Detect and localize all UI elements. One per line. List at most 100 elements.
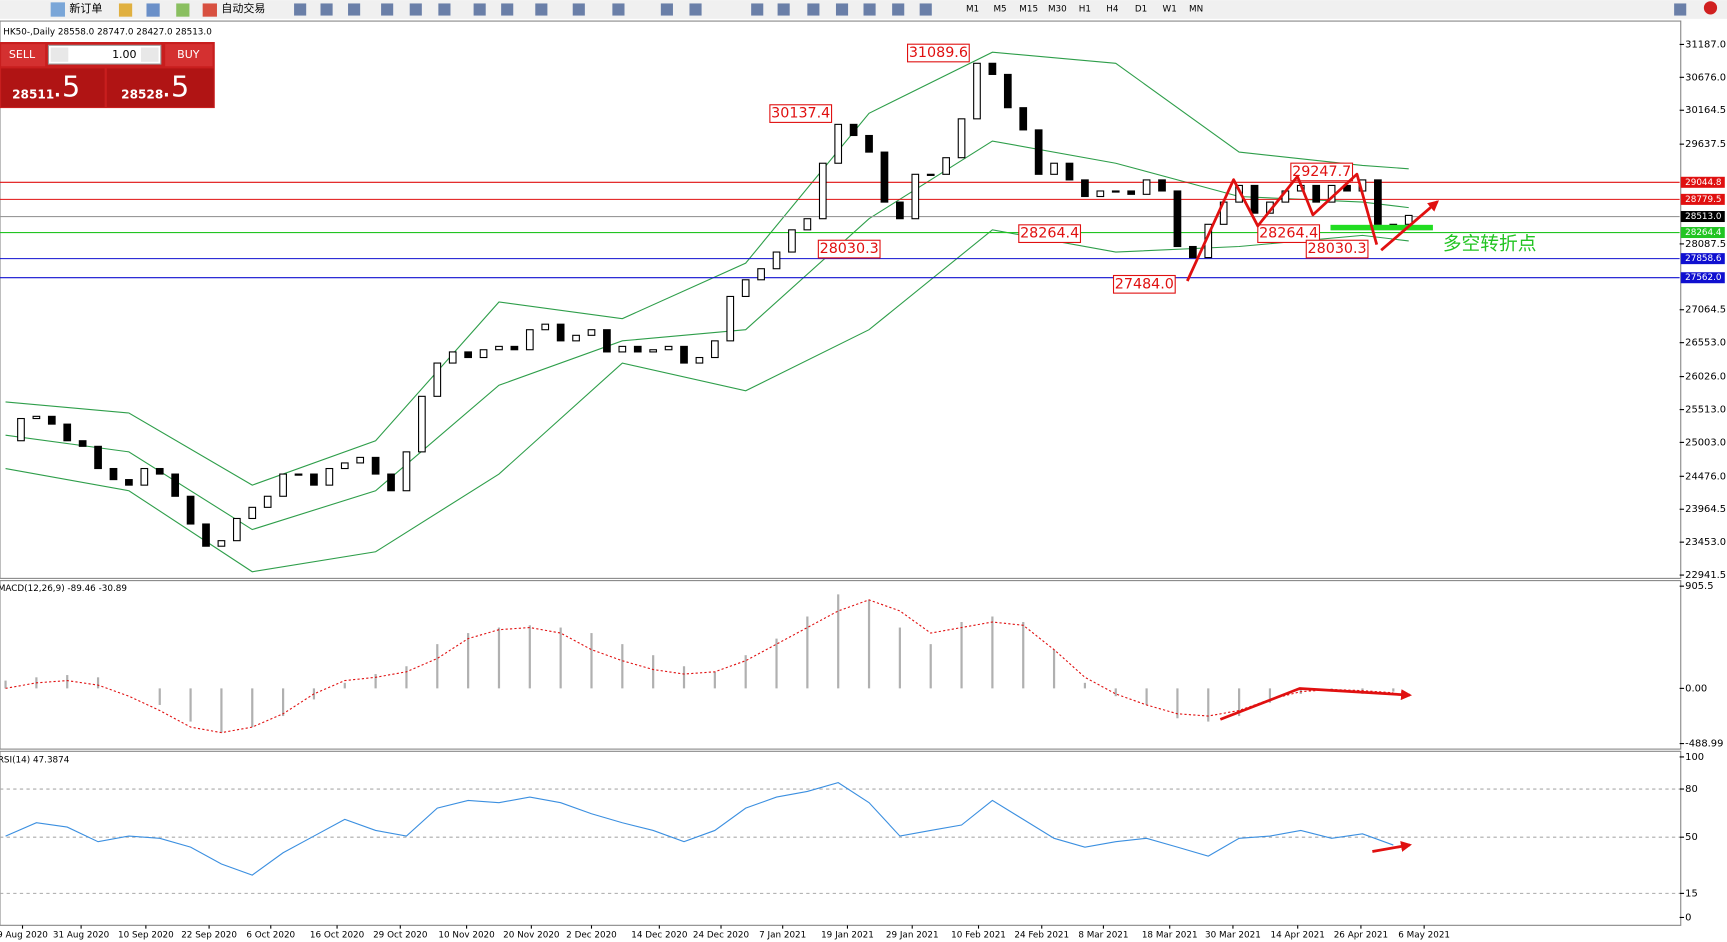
candle-body <box>695 356 704 364</box>
buy-price[interactable]: 28528 <box>121 87 163 101</box>
sell-button[interactable] <box>1 44 46 67</box>
candle-body <box>710 340 719 359</box>
x-tick-label: 8 Mar 2021 <box>1078 931 1128 941</box>
icon[interactable] <box>176 3 190 17</box>
timeframe-button[interactable]: M5 <box>993 4 1006 14</box>
new-order-button[interactable]: 新订单 <box>69 1 102 15</box>
icon[interactable] <box>320 3 333 16</box>
price-level-label: 29044.8 <box>1685 178 1721 188</box>
x-tick-label: 20 Nov 2020 <box>503 931 560 941</box>
timeframe-button[interactable]: M15 <box>1019 4 1038 14</box>
candle-body <box>109 467 118 481</box>
x-tick-label: 2 Dec 2020 <box>566 931 617 941</box>
y-tick-label: 25003.0 <box>1685 437 1726 448</box>
candle-body <box>572 334 580 342</box>
icon[interactable] <box>50 2 65 17</box>
lots-value[interactable]: 1.00 <box>112 48 136 61</box>
price-annotation: 29247.7 <box>1292 164 1351 180</box>
sell-price[interactable]: 28511 <box>12 87 54 101</box>
buy-button[interactable] <box>165 44 213 67</box>
alert-icon[interactable] <box>1703 1 1718 15</box>
x-tick-label: 6 Oct 2020 <box>246 931 295 941</box>
candle-body <box>880 151 889 203</box>
candle-body <box>556 323 565 342</box>
icon[interactable] <box>438 3 451 16</box>
candle-body <box>402 451 411 492</box>
buy-price-fraction[interactable]: .5 <box>162 69 189 103</box>
icon[interactable] <box>1674 3 1687 16</box>
icon[interactable] <box>751 3 764 16</box>
icon[interactable] <box>689 3 702 16</box>
y-tick-label: 30676.0 <box>1685 72 1726 83</box>
icon[interactable] <box>777 3 790 16</box>
sell-price-fraction[interactable]: .5 <box>53 69 80 103</box>
candle-body <box>232 517 241 542</box>
price-annotation-box <box>817 239 881 259</box>
candle-body <box>1250 184 1259 214</box>
icon[interactable] <box>572 3 585 16</box>
timeframe-button[interactable]: W1 <box>1163 4 1177 14</box>
rsi-arrow <box>1372 841 1412 853</box>
candle-body <box>1034 129 1043 175</box>
y-tick-label: 0.00 <box>1685 683 1707 694</box>
icon[interactable] <box>118 3 133 17</box>
candle-body <box>664 345 673 351</box>
lots-input[interactable] <box>47 44 162 65</box>
x-tick-label: 29 Jan 2021 <box>886 931 939 941</box>
icon[interactable] <box>146 3 160 17</box>
timeframe-button[interactable]: D1 <box>1135 4 1147 14</box>
candle-body <box>155 467 164 475</box>
lots-up[interactable] <box>140 47 159 62</box>
price-level-label: 27562.0 <box>1685 273 1722 283</box>
sell-price-box[interactable] <box>1 68 105 107</box>
icon[interactable] <box>535 3 548 16</box>
rsi-line <box>5 782 1394 876</box>
icon[interactable] <box>202 3 217 17</box>
price-level-tag <box>1680 227 1725 239</box>
candle-body <box>957 118 966 159</box>
candle-body <box>788 229 796 253</box>
candle-body <box>757 268 765 281</box>
icon[interactable] <box>294 3 307 16</box>
timeframe-button[interactable]: M1 <box>966 4 979 14</box>
candle-body <box>1173 190 1182 248</box>
candle-body <box>140 467 149 486</box>
icon[interactable] <box>807 3 820 16</box>
timeframe-button[interactable]: H4 <box>1106 4 1119 14</box>
candle-body <box>633 345 642 353</box>
price-level-tag <box>1680 176 1725 188</box>
buy-price-box[interactable] <box>106 68 214 107</box>
icon[interactable] <box>409 3 422 16</box>
one-click-trading: SELL 1.00 BUY 28511 .5 28528 .5 <box>0 42 215 109</box>
icon[interactable] <box>892 3 905 16</box>
icon[interactable] <box>835 3 849 16</box>
candle-body <box>371 456 380 475</box>
timeframe-button[interactable]: H1 <box>1079 4 1091 14</box>
candle-body <box>448 351 457 364</box>
x-tick-label: 18 Mar 2021 <box>1142 931 1198 941</box>
icon[interactable] <box>473 3 486 16</box>
buy-label[interactable]: BUY <box>177 48 200 61</box>
price-annotation: 28264.4 <box>1020 226 1079 242</box>
candle-body <box>865 134 873 153</box>
icon[interactable] <box>501 3 514 16</box>
sell-label[interactable]: SELL <box>9 48 36 61</box>
rsi-panel <box>0 750 1682 926</box>
icon[interactable] <box>919 3 932 16</box>
price-annotation-box <box>1290 162 1354 182</box>
icon[interactable] <box>348 3 361 16</box>
icon[interactable] <box>863 3 876 16</box>
candle-body <box>1111 190 1120 193</box>
icon[interactable] <box>381 3 394 16</box>
price-annotation-box <box>1112 274 1176 294</box>
candle-body <box>525 329 534 351</box>
y-tick-label: 22941.5 <box>1685 570 1726 581</box>
icon[interactable] <box>660 3 673 16</box>
auto-trading-button[interactable]: 自动交易 <box>221 1 265 15</box>
price-annotation-box <box>769 104 833 123</box>
timeframe-button[interactable]: MN <box>1189 4 1203 14</box>
icon[interactable] <box>612 3 625 16</box>
timeframe-button[interactable]: M30 <box>1048 4 1067 14</box>
lots-down[interactable] <box>50 47 69 62</box>
